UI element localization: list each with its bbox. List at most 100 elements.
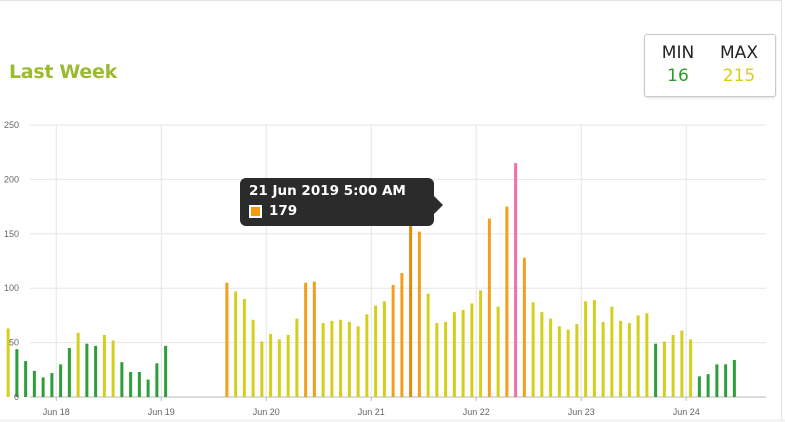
bar[interactable] [6, 328, 10, 397]
bar[interactable] [426, 293, 430, 397]
bar[interactable] [277, 339, 281, 397]
bar[interactable] [41, 377, 45, 397]
bar[interactable] [584, 301, 588, 397]
bar[interactable] [260, 341, 264, 397]
bar[interactable] [356, 326, 360, 397]
bar[interactable] [120, 362, 124, 397]
min-label: MIN [661, 43, 695, 63]
x-tick-label: Jun 19 [148, 407, 175, 417]
chart-title: Last Week [9, 61, 117, 83]
bar[interactable] [85, 343, 89, 397]
x-tick-label: Jun 22 [463, 407, 490, 417]
bar-tooltip: 21 Jun 2019 5:00 AM 179 [240, 178, 443, 226]
bar[interactable] [155, 363, 159, 397]
bar[interactable] [365, 314, 369, 397]
bar[interactable] [76, 332, 80, 397]
bar[interactable] [94, 345, 98, 397]
bar[interactable] [146, 379, 150, 397]
bar[interactable] [295, 318, 299, 397]
bar[interactable] [242, 299, 246, 397]
bar[interactable] [417, 231, 421, 397]
bar[interactable] [732, 360, 736, 397]
bar[interactable] [531, 302, 535, 397]
bar[interactable] [391, 284, 395, 397]
bar[interactable] [724, 364, 728, 397]
bar[interactable] [592, 300, 596, 397]
bar[interactable] [225, 282, 229, 397]
bar[interactable] [575, 324, 579, 397]
bar[interactable] [286, 334, 290, 397]
bar[interactable] [312, 281, 316, 397]
bar[interactable] [444, 321, 448, 397]
bar[interactable] [15, 349, 19, 397]
bar[interactable] [347, 321, 351, 397]
bar[interactable] [514, 163, 518, 397]
bar[interactable] [540, 312, 544, 397]
chart-bars [6, 163, 736, 397]
bar[interactable] [680, 330, 684, 397]
tooltip-swatch [249, 205, 262, 218]
bar[interactable] [59, 364, 63, 397]
bar[interactable] [479, 290, 483, 397]
bar[interactable] [435, 323, 439, 397]
bar[interactable] [234, 291, 238, 397]
bar[interactable] [689, 339, 693, 397]
bar[interactable] [330, 320, 334, 397]
max-stat: MAX 215 [709, 42, 769, 88]
y-tick-label: 250 [4, 120, 19, 130]
bar[interactable] [304, 282, 308, 397]
bar[interactable] [645, 313, 649, 397]
bar[interactable] [470, 303, 474, 397]
bar[interactable] [549, 318, 553, 397]
min-stat: MIN 16 [648, 42, 708, 88]
bar[interactable] [400, 272, 404, 397]
bar[interactable] [50, 373, 54, 397]
bar[interactable] [654, 343, 658, 397]
bar[interactable] [566, 329, 570, 397]
tooltip-value: 179 [269, 203, 298, 219]
bar[interactable] [715, 364, 719, 397]
bar[interactable] [67, 348, 71, 397]
bar[interactable] [164, 345, 168, 397]
y-tick-label: 100 [4, 283, 19, 293]
bar[interactable] [382, 301, 386, 397]
bar[interactable] [111, 340, 115, 397]
y-tick-label: 0 [14, 392, 19, 402]
bar[interactable] [339, 319, 343, 397]
min-max-box: MIN 16 MAX 215 [644, 34, 776, 97]
bar[interactable] [409, 202, 413, 397]
bar[interactable] [452, 312, 456, 397]
bar[interactable] [610, 306, 614, 397]
max-value: 215 [722, 66, 756, 86]
bar[interactable] [636, 315, 640, 397]
bar[interactable] [627, 323, 631, 397]
chart-grid [30, 124, 766, 401]
bar[interactable] [102, 334, 106, 397]
bar[interactable] [487, 218, 491, 397]
bar[interactable] [269, 333, 273, 397]
bar[interactable] [601, 321, 605, 397]
bar[interactable] [706, 374, 710, 397]
x-axis: Jun 18 Jun 19 Jun 20 Jun 21 Jun 22 Jun 23 Jun … [43, 407, 700, 417]
bar[interactable] [697, 376, 701, 397]
bar[interactable] [251, 319, 255, 397]
max-label: MAX [720, 43, 758, 63]
bar[interactable] [374, 305, 378, 397]
bar[interactable] [505, 206, 509, 397]
bar[interactable] [24, 361, 28, 397]
x-tick-label: Jun 23 [568, 407, 595, 417]
bar[interactable] [129, 371, 133, 397]
bar[interactable] [557, 326, 561, 397]
y-tick-label: 150 [4, 229, 19, 239]
bar[interactable] [662, 341, 666, 397]
y-axis: 0 50 100 150 200 250 [4, 120, 19, 402]
bar[interactable] [522, 257, 526, 397]
bar[interactable] [671, 334, 675, 397]
bar[interactable] [619, 320, 623, 397]
bar[interactable] [461, 309, 465, 397]
bar[interactable] [137, 371, 141, 397]
bar[interactable] [32, 370, 36, 397]
bar[interactable] [321, 323, 325, 397]
bar[interactable] [496, 306, 500, 397]
